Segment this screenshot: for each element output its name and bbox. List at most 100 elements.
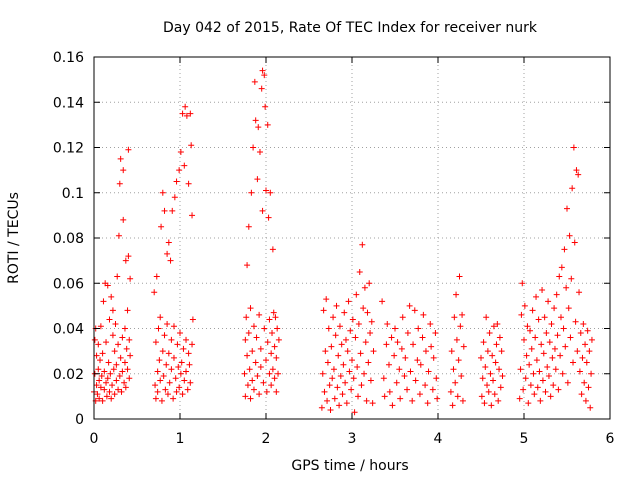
data-point (263, 357, 269, 364)
data-point (158, 397, 165, 404)
data-point (392, 325, 398, 332)
data-point (256, 311, 263, 318)
data-point (492, 359, 499, 366)
data-point (107, 370, 114, 377)
data-point (448, 348, 455, 355)
data-point (185, 180, 192, 187)
data-point (422, 348, 429, 355)
data-point (178, 359, 185, 366)
data-point (564, 379, 571, 386)
data-point (158, 223, 165, 230)
data-point (185, 350, 192, 357)
data-point (456, 273, 463, 280)
data-point (540, 350, 547, 357)
data-point (117, 354, 124, 361)
data-point (545, 298, 552, 305)
data-point (256, 391, 263, 398)
data-point (183, 112, 190, 119)
data-point (338, 341, 345, 348)
data-point (99, 350, 106, 357)
data-point (582, 397, 589, 404)
data-point (125, 146, 132, 153)
plot-frame (93, 56, 611, 420)
data-point (556, 273, 563, 280)
data-point (100, 298, 107, 305)
data-point (246, 366, 253, 373)
data-point (255, 124, 262, 131)
data-point (273, 388, 280, 395)
data-point (587, 404, 594, 411)
data-point (416, 391, 423, 398)
data-point (248, 189, 255, 196)
data-point (120, 167, 127, 174)
data-point (355, 320, 362, 327)
data-point (166, 379, 173, 386)
y-tick-label: 0.06 (53, 276, 84, 292)
data-point (186, 361, 193, 368)
data-point (478, 354, 484, 361)
data-point (407, 368, 414, 375)
data-point (176, 167, 183, 174)
data-point (383, 341, 390, 348)
data-point (187, 379, 194, 386)
data-point (417, 361, 424, 368)
x-tick-label: 4 (434, 431, 443, 447)
y-tick-label: 0.02 (53, 367, 84, 383)
data-point (164, 250, 171, 257)
data-point (350, 375, 357, 382)
data-point (493, 341, 500, 348)
data-point (554, 332, 561, 339)
data-point (548, 320, 555, 327)
data-point (168, 366, 175, 373)
x-tick-label: 1 (176, 431, 185, 447)
data-point (573, 167, 580, 174)
data-point (370, 348, 377, 355)
data-point (163, 361, 170, 368)
data-point (266, 370, 273, 377)
data-point (551, 345, 558, 352)
data-point (564, 205, 570, 212)
data-point (123, 345, 130, 352)
data-point (161, 332, 168, 339)
data-point (275, 370, 282, 377)
data-point (320, 307, 327, 314)
y-tick-label: 0.14 (53, 95, 84, 111)
data-point (538, 341, 545, 348)
data-point (478, 393, 485, 400)
data-point (572, 318, 579, 325)
data-point (169, 207, 176, 214)
data-point (336, 402, 343, 409)
data-point (119, 368, 126, 375)
data-point (247, 305, 254, 312)
data-point (242, 336, 249, 343)
data-point (250, 144, 257, 151)
data-point (252, 359, 259, 366)
data-point (537, 397, 544, 404)
data-point (559, 370, 566, 377)
data-point (176, 384, 183, 391)
data-point (189, 316, 196, 323)
data-point (187, 110, 194, 117)
data-point (521, 302, 528, 309)
data-point (346, 368, 353, 375)
data-point (351, 409, 358, 416)
data-point (398, 345, 405, 352)
data-point (330, 314, 337, 321)
data-point (565, 305, 572, 312)
data-point (336, 323, 343, 330)
data-point (318, 404, 325, 411)
data-point (275, 336, 282, 343)
chart-title: Day 042 of 2015, Rate Of TEC Index for r… (163, 20, 538, 36)
data-point (98, 373, 105, 380)
data-point (539, 287, 546, 294)
data-point (368, 318, 375, 325)
data-point (179, 391, 186, 398)
data-point (121, 379, 128, 386)
data-point (162, 386, 169, 393)
axes: 0 1 2 3 4 5 6 0 0.02 0.04 0.06 0.08 0.1 0.12 0.14 0.16 (53, 50, 615, 447)
data-point (173, 178, 180, 185)
y-axis-label: ROTI / TECUs (6, 192, 22, 284)
data-point (103, 339, 110, 346)
data-point (108, 293, 115, 300)
data-point (127, 275, 134, 282)
